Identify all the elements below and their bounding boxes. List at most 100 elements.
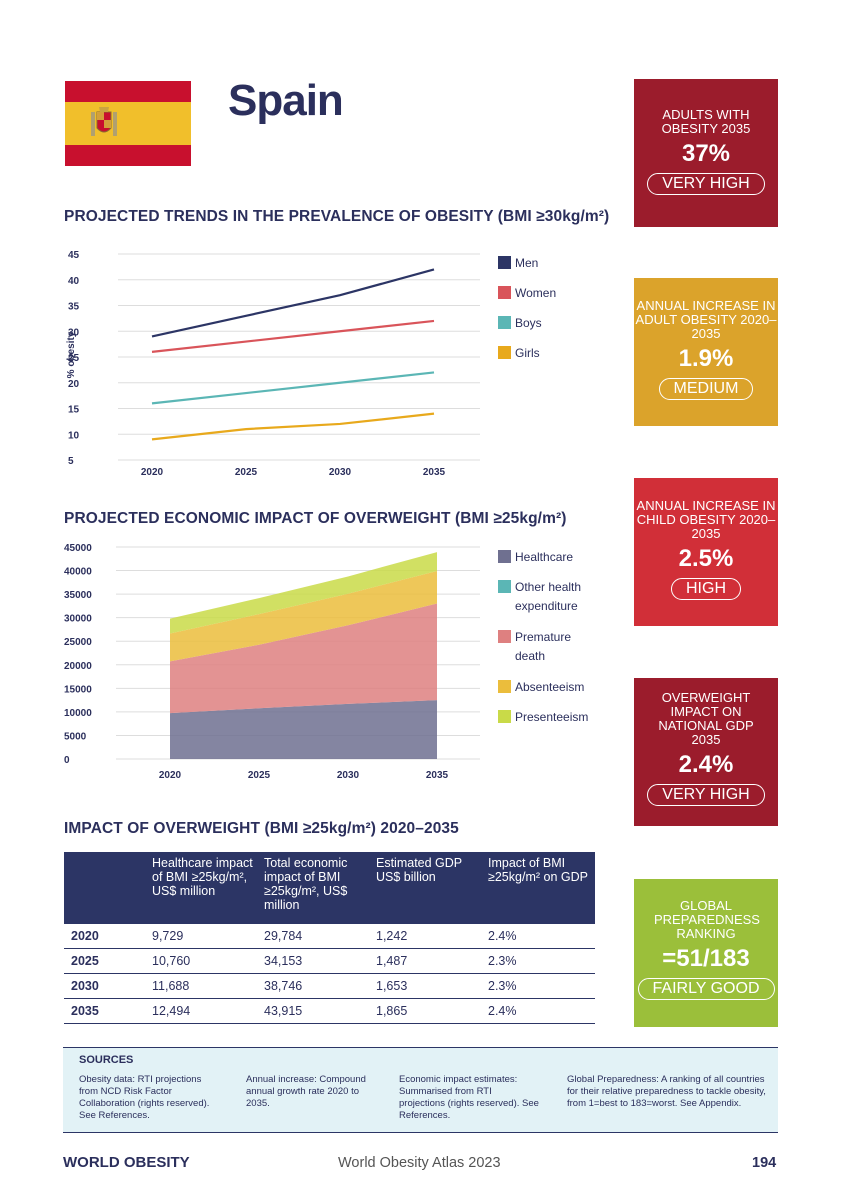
y-tick-label: 15: [68, 405, 80, 416]
y-tick-label: 35: [68, 302, 80, 313]
box-rating: HIGH: [671, 578, 741, 600]
table-cell: 1,653: [372, 973, 484, 999]
legend-label: Presenteeism: [515, 710, 588, 724]
table-header: Impact of BMI ≥25kg/m² on GDP: [484, 852, 595, 924]
table-cell: 29,784: [260, 924, 372, 949]
box-value: 1.9%: [678, 345, 734, 372]
table-cell: 2035: [64, 998, 148, 1024]
table-row: 2035 12,494 43,915 1,865 2.4%: [64, 998, 595, 1024]
economic-section-title: PROJECTED ECONOMIC IMPACT OF OVERWEIGHT …: [64, 510, 567, 527]
box-rating: FAIRLY GOOD: [637, 978, 775, 1000]
table-cell: 43,915: [260, 998, 372, 1024]
table-cell: 1,487: [372, 948, 484, 974]
table-cell: 10,760: [148, 948, 260, 974]
y-tick-label: 10: [68, 430, 80, 441]
y-tick-label: 45: [68, 250, 80, 261]
legend-label: Premature: [515, 630, 571, 644]
legend-label: Women: [515, 286, 556, 300]
source-annual-increase: Annual increase: Compound annual growth …: [246, 1074, 366, 1109]
y-tick-label: 10000: [64, 708, 92, 719]
legend-swatch: [498, 316, 511, 329]
box-label: GLOBAL PREPAREDNESS RANKING: [654, 898, 760, 941]
legend-label: Boys: [515, 316, 542, 330]
y-tick-label: 25: [68, 353, 80, 364]
table-cell: 11,688: [148, 973, 260, 999]
legend-label: expenditure: [515, 599, 578, 613]
x-tick-label: 2030: [337, 770, 360, 781]
x-tick-label: 2025: [235, 467, 258, 478]
spain-flag-icon: [65, 81, 191, 166]
world-obesity-logo: WORLD OBESITY: [63, 1154, 190, 1171]
box-label: OVERWEIGHT IMPACT ON NATIONAL GDP 2035: [658, 690, 754, 747]
table-row: 2020 9,729 29,784 1,242 2.4%: [64, 924, 595, 949]
y-tick-label: 5000: [64, 731, 87, 742]
page-number: 194: [752, 1155, 777, 1171]
economic-impact-area-chart: 0 5000 10000 15000 20000 25000 30000 35000 40000…: [64, 543, 588, 781]
source-global-preparedness: Global Preparedness: A ranking of all co…: [567, 1074, 766, 1109]
table-header: [64, 852, 148, 924]
source-economic-impact: Economic impact estimates: Summarised fr…: [399, 1074, 539, 1121]
legend-label: Absenteeism: [515, 680, 584, 694]
y-tick-label: 30000: [64, 614, 92, 625]
box-rating: VERY HIGH: [647, 784, 765, 806]
box-rating: MEDIUM: [658, 378, 754, 400]
preparedness-box: GLOBAL PREPAREDNESS RANKING =51/183 FAIR…: [634, 879, 778, 1027]
box-label: ANNUAL INCREASE IN CHILD OBESITY 2020–20…: [636, 498, 776, 541]
table-cell: 2.4%: [484, 924, 595, 949]
table-cell: 34,153: [260, 948, 372, 974]
table-cell: 9,729: [148, 924, 260, 949]
y-axis-label: % obesity: [66, 331, 77, 378]
legend-label: Girls: [515, 346, 540, 360]
impact-table: Healthcare impact of BMI ≥25kg/m², US$ m…: [64, 852, 595, 1024]
table-row: 2030 11,688 38,746 1,653 2.3%: [64, 973, 595, 999]
y-tick-label: 40000: [64, 567, 92, 578]
y-tick-label: 20000: [64, 661, 92, 672]
box-value: =51/183: [662, 945, 750, 972]
prevalence-section-title: PROJECTED TRENDS IN THE PREVALENCE OF OB…: [64, 208, 610, 225]
y-tick-label: 25000: [64, 637, 92, 648]
table-cell: 1,865: [372, 998, 484, 1024]
legend-swatch: [498, 286, 511, 299]
box-value: 37%: [681, 140, 731, 167]
footer-atlas-title: World Obesity Atlas 2023: [338, 1155, 501, 1171]
x-tick-label: 2020: [141, 467, 164, 478]
box-label: ADULTS WITH OBESITY 2035: [661, 107, 751, 136]
table-header-row: Healthcare impact of BMI ≥25kg/m², US$ m…: [64, 852, 595, 924]
legend-swatch: [498, 346, 511, 359]
legend-label: Healthcare: [515, 550, 573, 564]
gdp-impact-box: OVERWEIGHT IMPACT ON NATIONAL GDP 2035 2…: [634, 678, 778, 826]
y-tick-label: 40: [68, 276, 80, 287]
table-cell: 2030: [64, 973, 148, 999]
table-cell: 1,242: [372, 924, 484, 949]
series-line-women: [151, 319, 435, 353]
area-premature-death: [170, 603, 437, 714]
coat-of-arms-icon: [91, 107, 117, 136]
sources-heading: SOURCES: [79, 1054, 134, 1066]
legend-swatch: [498, 680, 511, 693]
table-header: Estimated GDP US$ billion: [372, 852, 484, 924]
source-obesity-data: Obesity data: RTI projections from NCD R…: [79, 1074, 210, 1121]
table-cell: 12,494: [148, 998, 260, 1024]
y-tick-label: 30: [68, 327, 80, 338]
box-label: ANNUAL INCREASE IN ADULT OBESITY 2020–20…: [635, 298, 777, 341]
legend-label: Men: [515, 256, 538, 270]
legend-swatch: [498, 710, 511, 723]
x-tick-label: 2035: [426, 770, 449, 781]
sources-panel: SOURCES Obesity data: RTI projections fr…: [63, 1047, 778, 1133]
legend-label: Other health: [515, 580, 581, 594]
y-tick-label: 45000: [64, 543, 92, 554]
adults-obesity-box: ADULTS WITH OBESITY 2035 37% VERY HIGH: [634, 79, 778, 227]
table-cell: 2025: [64, 948, 148, 974]
impact-table-title: IMPACT OF OVERWEIGHT (BMI ≥25kg/m²) 2020…: [64, 820, 459, 837]
table-row: 2025 10,760 34,153 1,487 2.3%: [64, 948, 595, 974]
box-value: 2.5%: [678, 545, 734, 572]
legend-swatch: [498, 550, 511, 563]
x-tick-label: 2020: [159, 770, 182, 781]
y-tick-label: 20: [68, 379, 80, 390]
y-tick-label: 5: [68, 456, 74, 467]
y-tick-label: 35000: [64, 590, 92, 601]
area-presenteeism: [170, 552, 437, 634]
x-tick-label: 2035: [423, 467, 446, 478]
legend-swatch: [498, 580, 511, 593]
